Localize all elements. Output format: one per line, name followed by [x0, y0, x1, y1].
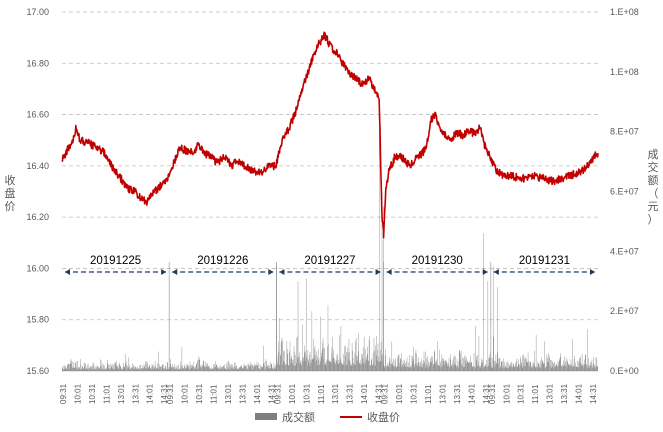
y-right-tick-label: 0.E+00: [610, 366, 639, 376]
axis-title-char: 额: [648, 174, 659, 187]
x-tick-label: 14:01: [575, 383, 584, 404]
y-right-tick-label: 4.E+07: [610, 246, 639, 256]
y-left-tick-label: 15.60: [26, 366, 49, 376]
x-tick-label: 14:01: [146, 383, 155, 404]
legend-volume-swatch: [255, 413, 277, 420]
x-tick-label: 10:31: [195, 383, 204, 404]
x-tick-label: 10:31: [410, 383, 419, 404]
x-tick-label: 13:01: [331, 383, 340, 404]
x-tick-label: 10:01: [502, 383, 511, 404]
x-tick-label: 13:31: [239, 383, 248, 404]
x-tick-label: 14:31: [589, 383, 598, 404]
x-tick-label: 10:31: [88, 383, 97, 404]
axis-title-char: ）: [648, 213, 659, 226]
y-left-tick-label: 15.80: [26, 315, 49, 325]
x-tick-label: 13:31: [453, 383, 462, 404]
x-tick-label: 09:31: [59, 383, 68, 404]
day-label: 20191226: [197, 255, 248, 267]
y-right-tick-label: 6.E+07: [610, 187, 639, 197]
x-tick-label: 09:31: [488, 383, 497, 404]
axis-title-char: 交: [648, 160, 659, 174]
x-tick-label: 09:31: [273, 383, 282, 404]
legend-volume-label: 成交额: [282, 410, 315, 424]
legend-price-label: 收盘价: [367, 410, 400, 424]
y-left-tick-label: 17.00: [26, 7, 49, 17]
x-tick-label: 11:01: [424, 384, 433, 404]
y-left-title: 收盘价: [5, 173, 16, 213]
y-right-tick-label: 1.E+08: [610, 67, 639, 77]
day-range-arrow-right: [161, 269, 167, 275]
day-range-arrow-right: [268, 269, 274, 275]
y-left-tick-label: 16.60: [26, 110, 49, 120]
x-tick-label: 14:01: [360, 383, 369, 404]
axis-title-char: 收: [5, 173, 16, 187]
x-tick-label: 13:01: [546, 383, 555, 404]
y-right-tick-label: 8.E+07: [610, 127, 639, 137]
y-right-tick-label: 1.E+08: [610, 7, 639, 17]
x-tick-label: 10:01: [181, 383, 190, 404]
axis-title-char: 成: [648, 148, 659, 161]
axis-title-char: 盘: [5, 186, 16, 200]
day-dividers: [168, 262, 492, 371]
x-tick-label: 10:01: [395, 383, 404, 404]
x-tick-label: 11:01: [531, 384, 540, 404]
y-left-tick-label: 16.80: [26, 58, 49, 68]
y-left-tick-label: 16.00: [26, 263, 49, 273]
x-tick-label: 09:31: [166, 383, 175, 404]
axis-title-char: （: [648, 187, 659, 200]
x-tick-label: 14:31: [160, 383, 169, 404]
x-tick-label: 13:01: [438, 383, 447, 404]
x-tick-label: 10:31: [302, 383, 311, 404]
day-range-arrow-left: [172, 269, 178, 275]
x-tick-label: 14:31: [482, 383, 491, 404]
y-left-ticks: 15.60 15.80 16.00 16.20 16.40 16.60 16.80 17.00: [26, 7, 49, 376]
x-tick-label: 14:31: [267, 383, 276, 404]
day-label: 20191225: [90, 255, 141, 267]
day-range-arrow-right: [482, 269, 488, 275]
x-tick-label: 14:31: [375, 383, 384, 404]
y-right-tick-label: 2.E+07: [610, 306, 639, 316]
x-tick-label: 11:01: [210, 384, 219, 404]
y-left-tick-label: 16.20: [26, 212, 49, 222]
x-tick-label: 14:01: [467, 383, 476, 404]
x-tick-label: 11:01: [317, 384, 326, 404]
y-left-tick-label: 16.40: [26, 161, 49, 171]
x-tick-label: 11:01: [102, 384, 111, 404]
day-range-arrow-left: [386, 269, 392, 275]
x-tick-label: 13:01: [117, 383, 126, 404]
x-tick-label: 10:01: [288, 383, 297, 404]
day-range-arrow-right: [375, 269, 381, 275]
y-right-title: 成交额（元）: [648, 148, 659, 226]
axis-title-char: 元: [648, 200, 659, 213]
day-range-arrow-left: [65, 269, 70, 275]
x-tick-label: 14:01: [253, 383, 262, 404]
volume-bars: [62, 107, 598, 372]
x-tick-label: 09:31: [381, 383, 390, 404]
x-tick-label: 13:31: [560, 383, 569, 404]
x-tick-label: 13:01: [224, 383, 233, 404]
day-range-arrow-left: [279, 269, 285, 275]
day-range-arrow-right: [590, 269, 595, 275]
y-right-ticks: 0.E+00 2.E+07 4.E+07 6.E+07 8.E+07 1.E+08 1.E+…: [610, 7, 639, 376]
price-line: [61, 31, 599, 239]
x-ticks: 09:31 10:01 10:31 11:01 13:01 13:31 14:01 14:31…: [59, 383, 598, 404]
day-label: 20191230: [412, 255, 463, 267]
day-range-arrow-left: [493, 269, 499, 275]
day-label: 20191231: [519, 255, 570, 267]
x-tick-label: 13:31: [131, 383, 140, 404]
axis-title-char: 价: [5, 200, 16, 213]
x-tick-label: 10:31: [517, 383, 526, 404]
grid-lines: [62, 11, 598, 372]
x-tick-label: 10:01: [74, 383, 83, 404]
legend: 成交额 收盘价: [255, 410, 400, 424]
x-tick-label: 13:31: [346, 383, 355, 404]
day-ranges: 20191225 20191226 20191227 20191230 20191231: [65, 255, 595, 275]
day-label: 20191227: [304, 255, 355, 267]
